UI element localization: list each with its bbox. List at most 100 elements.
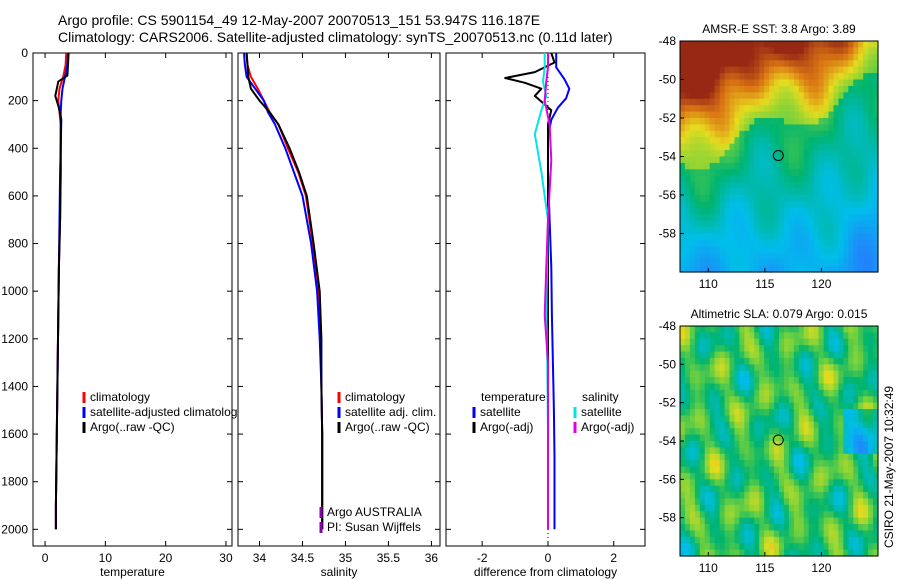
sst_map-cell [853,124,859,132]
sst_map-ytick-label: -58 [659,227,677,241]
sla_map-cell [759,377,765,385]
sst_map-cell [739,188,745,196]
sst_map-cell [744,252,750,260]
sst_map-cell [724,195,731,203]
sst_map-cell [709,150,716,158]
sst_map-cell [754,246,760,254]
sst_map-cell [813,259,820,267]
sla_map-cell [764,345,770,353]
sla_map-cell [798,351,805,359]
sla_map-cell [739,453,745,461]
sst_map-cell [729,105,736,113]
sst_map-cell [729,137,736,145]
sst_map-cell [808,60,815,68]
sla_map-cell [823,511,830,519]
sla_map-ytick-label: -54 [659,434,677,448]
sst_map-cell [724,60,731,68]
sst_map-cell [779,169,785,177]
sst_map-cell [754,188,760,196]
sla-map-panel: Altimetric SLA: 0.079 Argo: 0.015-48-50-… [659,307,879,575]
sla_map-cell [833,492,839,500]
sst_map-cell [779,227,785,235]
sst_map-cell [764,175,770,183]
sst_map-cell [759,265,765,273]
sst_map-cell [843,182,849,190]
sla_map-cell [793,370,800,378]
sla_map-cell [808,383,815,391]
sst_map-cell [868,130,874,138]
sst_map-cell [803,239,810,247]
sst_map-cell [833,79,839,87]
sla_map-cell [684,415,691,423]
sst_map-cell [833,150,839,158]
sla_map-cell [734,332,740,340]
sst_map-cell [808,220,815,228]
sla_map-cell [798,389,805,397]
sst_map-cell [774,47,780,55]
sst_map-cell [764,169,770,177]
sla_map-cell [714,357,721,365]
sla_map-cell [783,402,790,410]
sla_map-cell [783,472,790,480]
sla_map-cell [764,511,770,519]
sst_map-cell [759,239,765,247]
sst_map-cell [798,246,805,254]
sla_map-cell [798,460,805,468]
sst_map-cell [803,265,810,273]
sst_map-cell [808,41,815,49]
sst_map-cell [734,239,740,247]
sst_map-cell [858,137,864,145]
sla_map-cell [783,338,790,346]
sla_map-cell [719,345,726,353]
sst_map-cell [694,98,701,106]
sst_map-cell [754,41,760,49]
sst_map-cell [793,41,800,49]
sst_map-cell [719,73,726,81]
sla_map-cell [868,504,874,512]
sla_map-cell [769,345,775,353]
sla_map-cell [803,357,810,365]
sst_map-cell [843,92,849,100]
sla_map-cell [808,332,815,340]
sla_map-cell [689,511,696,519]
sst_map-cell [808,239,815,247]
sla_map-cell [714,415,721,423]
sla_map-cell [808,492,815,500]
sla_map-cell [813,389,820,397]
sla_map-cell [680,453,686,461]
sst_map-cell [848,246,854,254]
sla_map-cell [833,383,839,391]
sla_map-cell [680,530,686,538]
sst_map-cell [863,73,869,81]
sla_map-cell [774,549,780,557]
sla_map-cell [779,357,785,365]
sst_map-cell [813,265,820,273]
sst_map-cell [704,188,711,196]
sst_map-cell [704,233,711,241]
sla_map-cell [803,485,810,493]
sst_map-cell [699,143,706,151]
sst_map-cell [838,98,844,106]
sst_map-cell [749,53,755,61]
sla_map-cell [843,357,849,365]
sst_map-cell [754,201,760,209]
sst_map-cell [828,239,835,247]
sst_map-cell [774,60,780,68]
sst_map-cell [808,98,815,106]
sla_map-cell [793,332,800,340]
sla_map-cell [724,370,731,378]
sst_map-cell [853,201,859,209]
sla_map-cell [684,345,691,353]
sst_map-cell [694,60,701,68]
sla_map-cell [754,543,760,551]
sla_map-cell [739,504,745,512]
sst_map-cell [764,252,770,260]
sst_map-cell [689,130,696,138]
sla_map-cell [863,421,869,429]
sst_map-cell [858,53,864,61]
sla_map-cell [828,338,835,346]
sla_map-cell [749,543,755,551]
sst_map-cell [808,105,815,113]
sla_map-cell [808,466,815,474]
sla_map-cell [798,472,805,480]
